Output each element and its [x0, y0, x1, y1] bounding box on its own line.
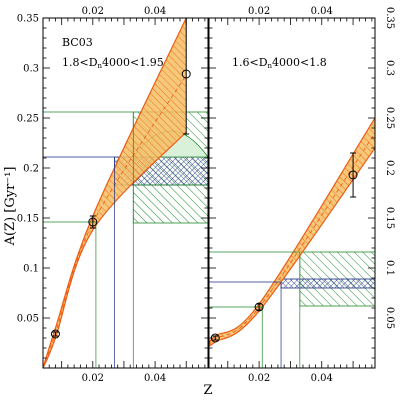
panel-right-band-upper: [209, 117, 375, 345]
panel-left-ytick-0: 0.05: [17, 314, 39, 325]
panel-right-band-mid: [209, 132, 375, 346]
right-label-range: 1.6<Dn4000<1.8: [232, 56, 327, 70]
panel-left-ytick-1: 0.1: [23, 264, 39, 275]
panel-right-xtick-top-0: 0.02: [248, 6, 270, 17]
panel-left-band-upper: [43, 18, 187, 368]
panel-right-ytick-1: 0.1: [384, 260, 395, 276]
panel-left-ytick-4: 0.25: [17, 114, 39, 125]
panel-right-ytick-0: 0.05: [384, 307, 395, 329]
panel-left-box-2: [132, 184, 209, 224]
panel-right-ytick-4: 0.25: [384, 107, 395, 129]
panel-left-band-mid: [43, 74, 187, 368]
panel-left-point-0: [50, 329, 60, 339]
panel-right-xtick-top-1: 0.04: [311, 6, 333, 17]
panel-right-ytick-2: 0.15: [384, 207, 395, 229]
y-axis-label: A(Z) [Gyr⁻¹]: [3, 167, 18, 247]
left-panel-frame: [42, 17, 209, 369]
panel-left-point-1: [88, 217, 98, 227]
panel-right-ytick-3: 0.2: [384, 160, 395, 176]
panel-left-xtick-top-0: 0.02: [82, 6, 104, 17]
panel-left-xtick-bottom-0: 0.02: [82, 373, 104, 384]
panel-left-ytick-3: 0.2: [23, 164, 39, 175]
panel-left-band-lower: [43, 131, 187, 368]
left-label-range: 1.8<Dn4000<1.95: [62, 56, 164, 70]
panel-left-xtick-top-1: 0.04: [144, 6, 166, 17]
panel-left-ytick-2: 0.15: [17, 214, 39, 225]
panel-left-ytick-6: 0.35: [17, 14, 39, 25]
panel-left-ytick-5: 0.3: [23, 64, 39, 75]
panel-right-box-1: [280, 278, 376, 289]
panel-right-ytick-6: 0.35: [384, 7, 395, 29]
panel-left-point-2: [181, 69, 191, 79]
panel-left-xtick-bottom-1: 0.04: [144, 373, 166, 384]
panel-right-band-fill: [209, 118, 375, 346]
panel-right-ytick-5: 0.3: [384, 60, 395, 76]
panel-right-xtick-bottom-0: 0.02: [248, 373, 270, 384]
x-axis-label: Z: [203, 383, 212, 398]
panel-right-xtick-bottom-1: 0.04: [311, 373, 333, 384]
right-panel: 0.02 0.02 0.04 0.04 0.05 0.1 0.15 0.2 0.25 0.3 0.3…: [208, 6, 395, 384]
panel-right-band: [209, 117, 375, 347]
panel-right-point-1: [254, 302, 264, 312]
panel-right-band-hatch: [209, 118, 375, 346]
panel-right-point-2: [348, 170, 358, 180]
right-panel-frame: [208, 17, 376, 369]
panel-right-band-lower: [209, 147, 375, 347]
left-label-model: BC03: [62, 36, 93, 49]
left-panel: 0.02 0.02 0.04 0.04 0.05 0.1 0.15 0.2 0.25 0.3 0.3…: [17, 6, 209, 384]
